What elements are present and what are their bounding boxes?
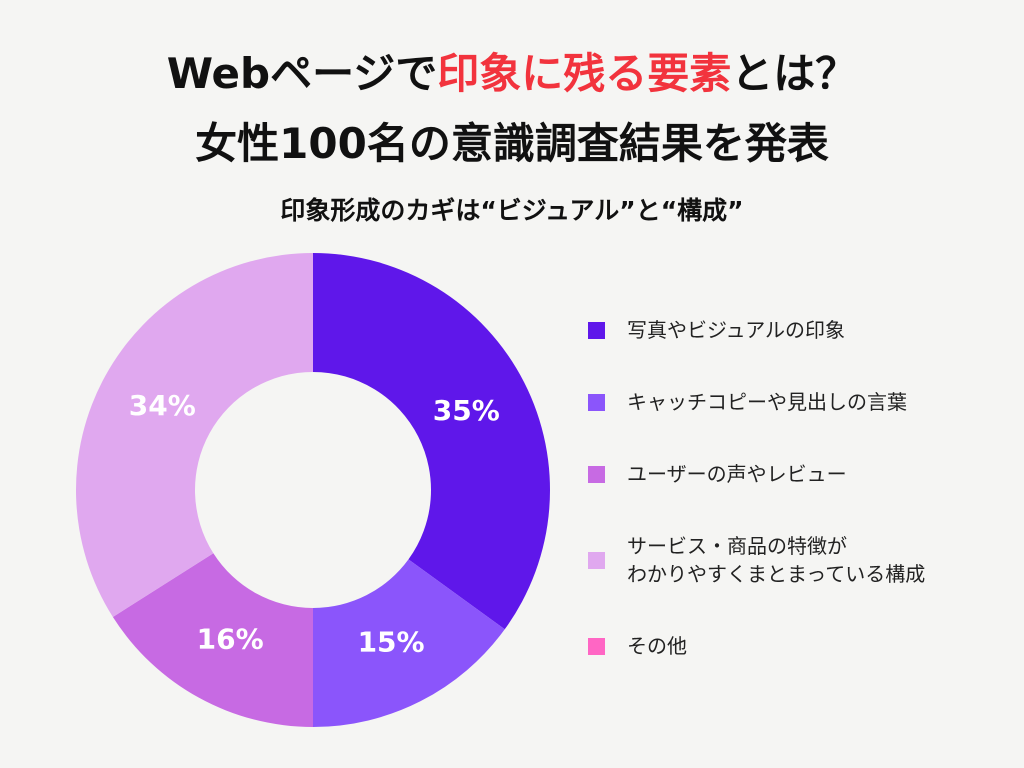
legend-item: サービス・商品の特徴が わかりやすくまとまっている構成 (588, 532, 925, 588)
slice-label: 34% (129, 389, 196, 422)
legend-swatch (588, 321, 605, 339)
legend-label: サービス・商品の特徴が わかりやすくまとまっている構成 (627, 534, 926, 586)
legend-swatch (588, 465, 605, 483)
slice (313, 559, 505, 727)
slice (112, 553, 313, 727)
legend-label: ユーザーの声やレビュー (627, 462, 847, 486)
slice (75, 253, 313, 617)
slice-label: 15% (358, 625, 425, 658)
legend-item: その他 (588, 632, 925, 660)
legend-item: 写真やビジュアルの印象 (588, 316, 925, 344)
legend-swatch (588, 637, 605, 655)
title-segment: 印象に残る要素 (437, 49, 731, 98)
legend-label: キャッチコピーや見出しの言葉 (627, 390, 907, 414)
title-segment: とは？ (731, 49, 857, 98)
chart-title-line2: 女性100名の意識調査結果を発表 (195, 119, 829, 168)
legend-item: ユーザーの声やレビュー (588, 460, 925, 488)
chart-subtitle: 印象形成のカギは“ビジュアル”と“構成” (280, 196, 743, 225)
legend-item: キャッチコピーや見出しの言葉 (588, 388, 925, 416)
slice (313, 253, 550, 630)
slice-label: 35% (433, 394, 500, 427)
legend: 写真やビジュアルの印象キャッチコピーや見出しの言葉 ユーザーの声やレビューサービス… (588, 316, 925, 660)
legend-label: 写真やビジュアルの印象 (627, 318, 845, 342)
legend-swatch (588, 393, 605, 411)
chart-title: Webページで印象に残る要素とは？ (167, 49, 858, 98)
legend-label: その他 (627, 634, 687, 658)
slice-label: 16% (197, 623, 264, 656)
donut: 35% 15% 16% 34% (75, 253, 550, 727)
legend-swatch (588, 551, 605, 569)
title-segment: Webページで (167, 49, 438, 98)
